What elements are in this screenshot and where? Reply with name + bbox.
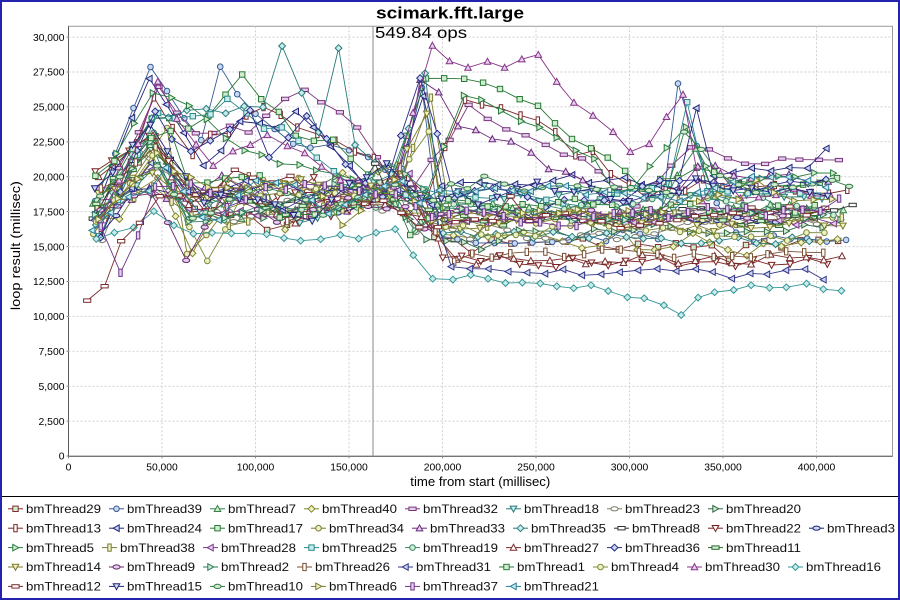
svg-text:25,000: 25,000 bbox=[33, 102, 65, 114]
svg-text:bmThread14: bmThread14 bbox=[26, 560, 101, 574]
svg-text:bmThread30: bmThread30 bbox=[705, 560, 780, 574]
svg-text:bmThread23: bmThread23 bbox=[625, 502, 700, 516]
svg-text:bmThread33: bmThread33 bbox=[430, 521, 505, 535]
svg-text:bmThread21: bmThread21 bbox=[524, 580, 599, 594]
svg-text:400,000: 400,000 bbox=[798, 462, 836, 474]
svg-text:5,000: 5,000 bbox=[39, 381, 65, 393]
svg-text:bmThread19: bmThread19 bbox=[423, 541, 498, 555]
svg-text:250,000: 250,000 bbox=[517, 462, 555, 474]
svg-text:10,000: 10,000 bbox=[33, 311, 65, 323]
svg-text:bmThread29: bmThread29 bbox=[26, 502, 101, 516]
svg-text:bmThread34: bmThread34 bbox=[329, 521, 404, 535]
svg-text:bmThread12: bmThread12 bbox=[26, 580, 101, 594]
svg-text:22,500: 22,500 bbox=[33, 137, 65, 149]
svg-text:bmThread31: bmThread31 bbox=[416, 560, 491, 574]
svg-text:0: 0 bbox=[66, 462, 72, 474]
svg-text:bmThread32: bmThread32 bbox=[423, 502, 498, 516]
svg-text:bmThread16: bmThread16 bbox=[806, 560, 881, 574]
svg-text:bmThread24: bmThread24 bbox=[127, 521, 202, 535]
svg-text:time from start (millisec): time from start (millisec) bbox=[410, 474, 550, 489]
svg-text:bmThread35: bmThread35 bbox=[531, 521, 606, 535]
svg-text:bmThread20: bmThread20 bbox=[726, 502, 801, 516]
svg-text:2,500: 2,500 bbox=[39, 416, 65, 428]
svg-text:bmThread13: bmThread13 bbox=[26, 521, 101, 535]
svg-text:12,500: 12,500 bbox=[33, 276, 65, 288]
svg-text:20,000: 20,000 bbox=[33, 171, 65, 183]
svg-text:30,000: 30,000 bbox=[33, 32, 65, 44]
svg-text:bmThread26: bmThread26 bbox=[315, 560, 390, 574]
svg-text:bmThread28: bmThread28 bbox=[221, 541, 296, 555]
svg-text:bmThread17: bmThread17 bbox=[228, 521, 303, 535]
svg-text:bmThread2: bmThread2 bbox=[221, 560, 289, 574]
svg-text:bmThread7: bmThread7 bbox=[228, 502, 296, 516]
svg-text:549.84 ops: 549.84 ops bbox=[375, 25, 467, 42]
svg-text:bmThread8: bmThread8 bbox=[632, 521, 700, 535]
svg-text:bmThread40: bmThread40 bbox=[322, 502, 397, 516]
svg-text:bmThread38: bmThread38 bbox=[120, 541, 195, 555]
svg-text:bmThread36: bmThread36 bbox=[625, 541, 700, 555]
svg-text:bmThread5: bmThread5 bbox=[26, 541, 94, 555]
svg-text:27,500: 27,500 bbox=[33, 67, 65, 79]
svg-text:scimark.fft.large: scimark.fft.large bbox=[376, 5, 524, 23]
svg-text:loop result (millisec): loop result (millisec) bbox=[8, 181, 23, 310]
svg-text:bmThread1: bmThread1 bbox=[517, 560, 585, 574]
svg-text:0: 0 bbox=[59, 451, 65, 463]
svg-text:bmThread9: bmThread9 bbox=[127, 560, 195, 574]
svg-text:200,000: 200,000 bbox=[424, 462, 462, 474]
svg-text:bmThread11: bmThread11 bbox=[726, 541, 801, 555]
svg-text:50,000: 50,000 bbox=[146, 462, 178, 474]
svg-text:bmThread18: bmThread18 bbox=[524, 502, 599, 516]
svg-text:350,000: 350,000 bbox=[704, 462, 742, 474]
svg-text:bmThread37: bmThread37 bbox=[423, 580, 498, 594]
svg-text:bmThread22: bmThread22 bbox=[726, 521, 801, 535]
svg-text:17,500: 17,500 bbox=[33, 206, 65, 218]
svg-text:bmThread6: bmThread6 bbox=[329, 580, 397, 594]
svg-text:150,000: 150,000 bbox=[330, 462, 368, 474]
svg-text:bmThread3: bmThread3 bbox=[827, 521, 895, 535]
svg-text:300,000: 300,000 bbox=[611, 462, 649, 474]
svg-text:7,500: 7,500 bbox=[39, 346, 65, 358]
svg-text:bmThread25: bmThread25 bbox=[322, 541, 397, 555]
svg-text:bmThread4: bmThread4 bbox=[611, 560, 679, 574]
svg-text:bmThread27: bmThread27 bbox=[524, 541, 599, 555]
svg-text:bmThread10: bmThread10 bbox=[228, 580, 303, 594]
svg-text:100,000: 100,000 bbox=[237, 462, 275, 474]
svg-text:bmThread39: bmThread39 bbox=[127, 502, 202, 516]
svg-text:15,000: 15,000 bbox=[33, 241, 65, 253]
svg-text:bmThread15: bmThread15 bbox=[127, 580, 202, 594]
